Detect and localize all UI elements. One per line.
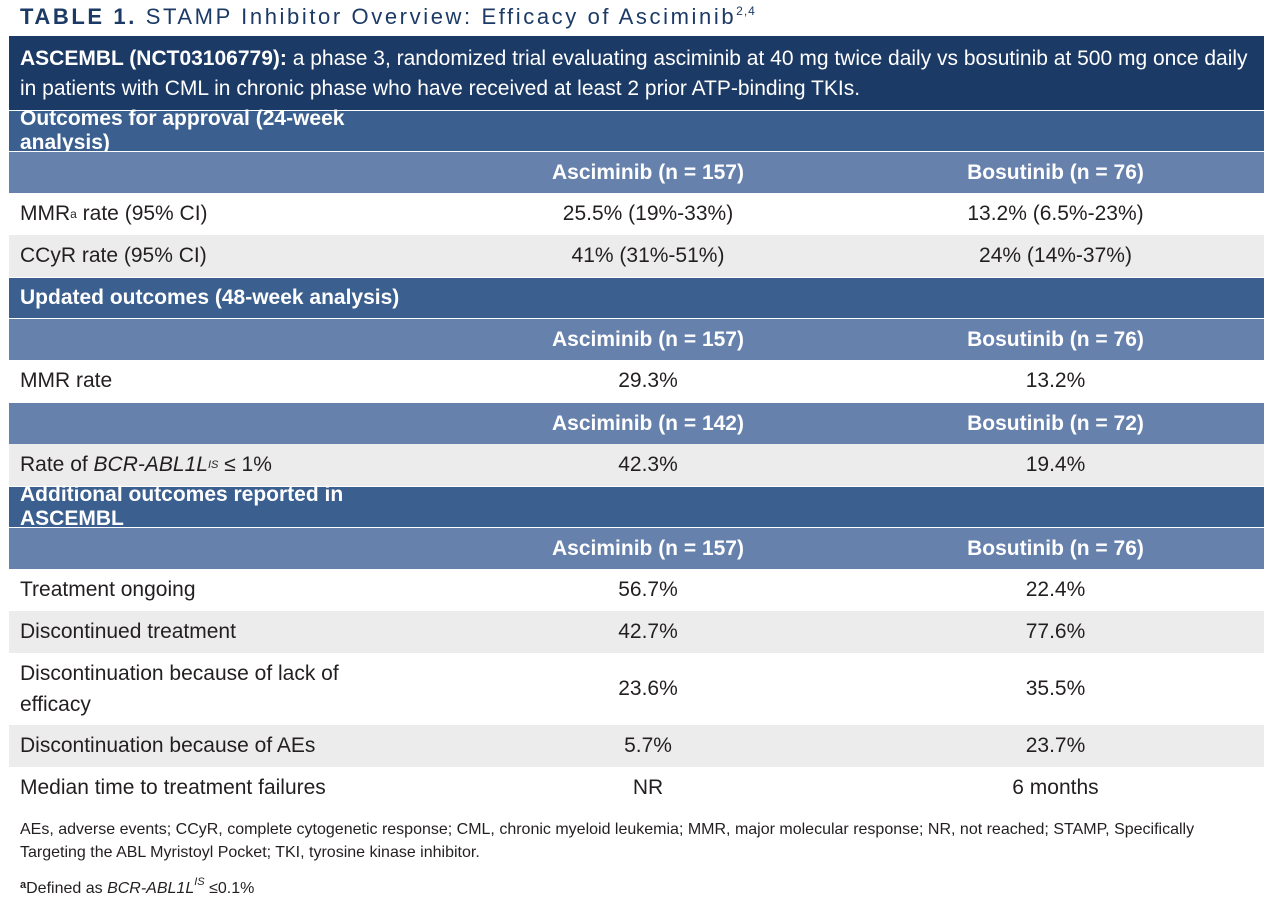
footnote-mark: a [20,879,27,891]
row-label: Treatment ongoing [20,578,196,601]
section-title: Updated outcomes (48-week analysis) [20,286,400,309]
asciminib-value: NR [632,776,664,799]
table-row: Median time to treatment failures NR 6 m… [9,767,1264,809]
asciminib-value: 42.7% [618,620,678,643]
section-title: Additional outcomes reported in ASCEMBL [20,483,344,530]
asciminib-header: Asciminib (n = 157) [552,536,744,560]
table-row: Discontinuation because of lack of effic… [9,653,1264,725]
abbreviations-footnote: AEs, adverse events; CCyR, complete cyto… [20,821,1195,861]
asciminib-value: 23.6% [618,677,678,700]
table-row: Discontinuation because of AEs 5.7% 23.7… [9,725,1264,767]
table-row: MMR a rate (95% CI) 25.5% (19%-33%) 13.2%… [9,193,1264,235]
table-row: Treatment ongoing 56.7% 22.4% [9,569,1264,611]
bosutinib-value: 6 months [1012,776,1099,799]
column-header-row: Asciminib (n = 157) Bosutinib (n = 76) [9,527,1264,569]
row-label: Rate of BCR-ABL1L IS ≤ 1% [20,453,272,476]
bosutinib-header: Bosutinib (n = 76) [967,536,1144,560]
table-row: CCyR rate (95% CI) 41% (31%-51%) 24% (14… [9,235,1264,277]
bosutinib-value: 19.4% [1025,453,1086,476]
column-header-row: Asciminib (n = 157) Bosutinib (n = 76) [9,318,1264,360]
asciminib-header: Asciminib (n = 157) [552,160,744,184]
asciminib-header: Asciminib (n = 157) [552,327,744,351]
row-label: Median time to treatment failures [20,776,326,799]
trial-name: ASCEMBL (NCT03106779): [20,47,287,70]
asciminib-value: 5.7% [624,734,672,757]
bosutinib-header: Bosutinib (n = 76) [967,160,1144,184]
asciminib-value: 41% (31%-51%) [571,244,725,267]
section-header-48-week: Updated outcomes (48-week analysis) [9,277,1264,318]
bosutinib-value: 23.7% [1025,734,1086,757]
bosutinib-value: 24% (14%-37%) [979,244,1132,267]
trial-description: ASCEMBL (NCT03106779): a phase 3, random… [9,36,1264,110]
bosutinib-header: Bosutinib (n = 72) [967,411,1144,435]
title-refs: 2,4 [736,4,756,18]
asciminib-value: 25.5% (19%-33%) [562,202,734,225]
bosutinib-value: 13.2% [1025,369,1086,392]
table-row: Rate of BCR-ABL1L IS ≤ 1% 42.3% 19.4% [9,444,1264,486]
trial-text: a phase 3, randomized trial evaluating a… [20,47,1248,100]
bosutinib-value: 35.5% [1025,677,1086,700]
table-title: TABLE 1. STAMP Inhibitor Overview: Effic… [20,4,756,30]
row-label: MMR rate [20,369,113,392]
bosutinib-header: Bosutinib (n = 76) [967,327,1144,351]
bosutinib-value: 22.4% [1025,578,1086,601]
row-label: Discontinuation because of lack of effic… [20,662,339,716]
superscript-footnote: aDefined as BCR-ABL1LIS ≤0.1% [20,876,255,897]
column-header-row: Asciminib (n = 157) Bosutinib (n = 76) [9,151,1264,193]
column-header-row: Asciminib (n = 142) Bosutinib (n = 72) [9,402,1264,444]
table-label: TABLE 1. [20,4,137,29]
asciminib-header: Asciminib (n = 142) [552,411,744,435]
row-label: MMR a rate (95% CI) [20,202,208,225]
table-row: Discontinued treatment 42.7% 77.6% [9,611,1264,653]
bosutinib-value: 13.2% (6.5%-23%) [967,202,1144,225]
section-header-24-week: Outcomes for approval (24-week analysis) [9,107,1264,154]
row-label: Discontinuation because of AEs [20,734,316,757]
table-title-text: STAMP Inhibitor Overview: Efficacy of As… [145,4,737,29]
asciminib-value: 42.3% [618,453,678,476]
section-header-additional: Additional outcomes reported in ASCEMBL [9,483,1264,530]
asciminib-value: 56.7% [618,578,678,601]
efficacy-table: ASCEMBL (NCT03106779): a phase 3, random… [9,36,1264,809]
asciminib-value: 29.3% [618,369,678,392]
row-label: Discontinued treatment [20,620,236,643]
bosutinib-value: 77.6% [1025,620,1086,643]
section-title: Outcomes for approval (24-week analysis) [20,107,345,154]
row-label: CCyR rate (95% CI) [20,244,207,267]
table-row: MMR rate 29.3% 13.2% [9,360,1264,402]
